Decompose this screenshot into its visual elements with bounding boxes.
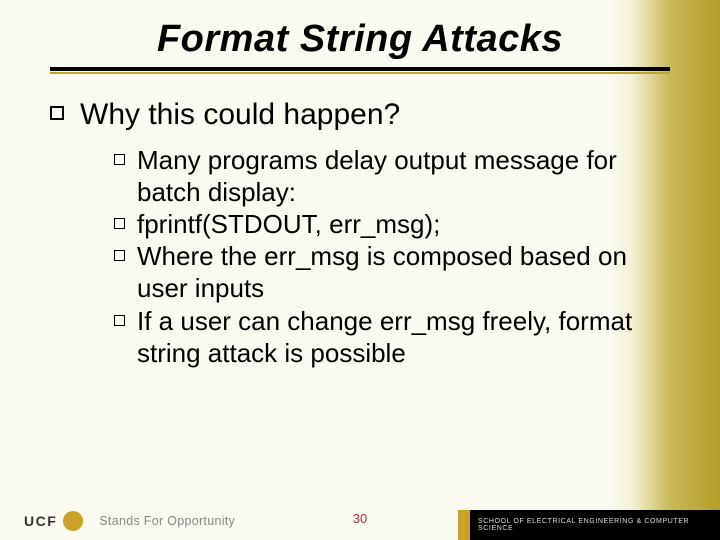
slide-title: Format String Attacks (60, 18, 660, 61)
level2-item: Many programs delay output message for b… (114, 144, 670, 208)
level1-item: Why this could happen? (50, 96, 670, 134)
square-bullet-icon (114, 315, 125, 326)
square-bullet-icon (114, 154, 125, 165)
square-bullet-icon (50, 106, 64, 120)
ucf-logo-block: UCF Stands For Opportunity (0, 511, 235, 531)
school-name-bar: SCHOOL OF ELECTRICAL ENGINEERING & COMPU… (470, 510, 720, 540)
level2-item: If a user can change err_msg freely, for… (114, 305, 670, 369)
content-area: Why this could happen? Many programs del… (0, 74, 720, 369)
level2-text: Where the err_msg is composed based on u… (137, 240, 670, 304)
level2-group: Many programs delay output message for b… (50, 144, 670, 370)
square-bullet-icon (114, 250, 125, 261)
ucf-wordmark: UCF (24, 513, 57, 529)
school-gold-accent (458, 510, 470, 540)
level1-text: Why this could happen? (80, 96, 400, 134)
title-block: Format String Attacks (0, 0, 720, 61)
slide-body: Format String Attacks Why this could hap… (0, 0, 720, 540)
ucf-tagline: Stands For Opportunity (99, 514, 235, 528)
footer-bar: UCF Stands For Opportunity 30 SCHOOL OF … (0, 502, 720, 540)
level2-text: fprintf(STDOUT, err_msg); (137, 208, 440, 240)
square-bullet-icon (114, 218, 125, 229)
level2-text: Many programs delay output message for b… (137, 144, 670, 208)
level2-item: fprintf(STDOUT, err_msg); (114, 208, 670, 240)
level2-text: If a user can change err_msg freely, for… (137, 305, 670, 369)
pegasus-icon (63, 511, 83, 531)
level2-item: Where the err_msg is composed based on u… (114, 240, 670, 304)
page-number: 30 (353, 511, 367, 526)
title-underline (50, 67, 670, 74)
